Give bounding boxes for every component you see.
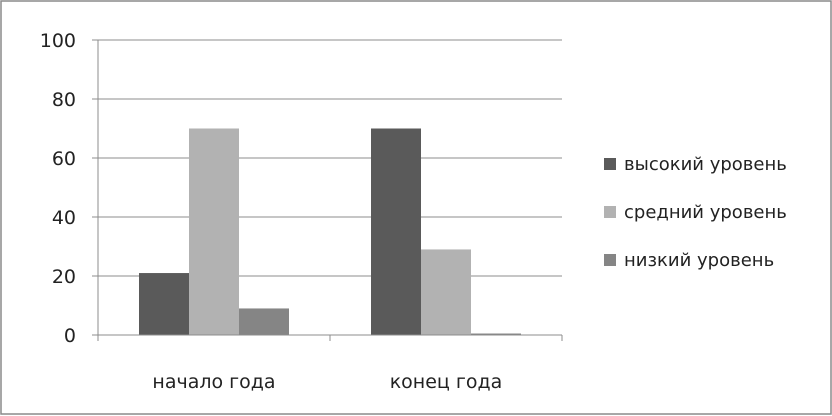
bar-3-1 <box>239 308 289 335</box>
axes: 0 20 40 60 80 100 начало года конец года <box>40 30 563 393</box>
legend-label: высокий уровень <box>624 154 787 175</box>
x-tick-label: начало года <box>152 371 275 393</box>
legend-swatch <box>604 206 616 218</box>
y-tick-label: 0 <box>64 325 76 347</box>
bar-1-2 <box>371 128 421 335</box>
y-tick-label: 40 <box>52 207 76 229</box>
legend-swatch <box>604 254 616 266</box>
bar-2-1 <box>189 128 239 335</box>
bar-2-2 <box>421 249 471 335</box>
y-tick-label: 60 <box>52 148 76 170</box>
bars <box>139 128 521 335</box>
bar-1-1 <box>139 273 189 335</box>
bar-3-2 <box>471 333 521 335</box>
legend-swatch <box>604 158 616 170</box>
y-tick-label: 80 <box>52 89 76 111</box>
legend-label: низкий уровень <box>624 250 774 271</box>
legend: высокий уровень средний уровень низкий уро… <box>604 154 787 271</box>
legend-label: средний уровень <box>624 202 787 223</box>
x-tick-label: конец года <box>390 371 503 393</box>
y-tick-label: 100 <box>40 30 76 52</box>
y-tick-label: 20 <box>52 266 76 288</box>
